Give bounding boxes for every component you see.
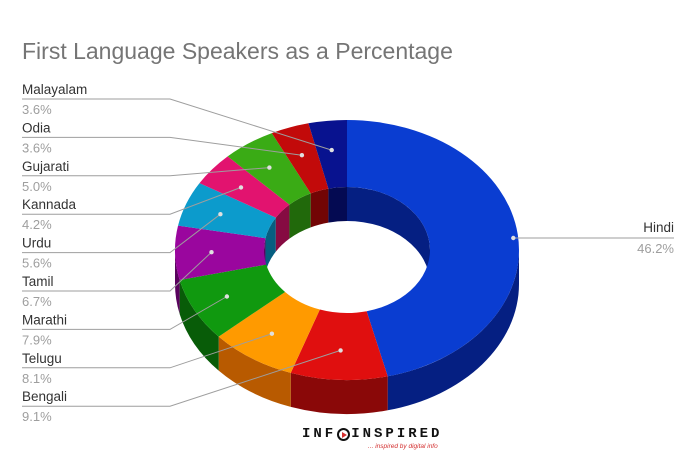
label-kannada: Kannada 4.2% [22,185,244,232]
label-odia: Odia 3.6% [22,120,305,158]
play-icon [337,427,351,441]
label-name-gujarati: Gujarati [22,159,69,174]
label-value-odia: 3.6% [22,140,52,155]
donut-top [175,120,519,380]
label-name-malayalam: Malayalam [22,82,87,97]
slice-inner-malayalam [328,187,347,223]
slice-urdu [178,183,276,239]
leader-dot-gujarati [267,165,272,170]
slice-side-tamil [175,250,180,314]
leader-dot-tamil [209,250,214,255]
label-name-kannada: Kannada [22,197,77,212]
label-telugu: Telugu 8.1% [22,331,275,386]
leader-line-tamil [22,251,212,292]
label-value-malayalam: 3.6% [22,102,52,117]
slice-side-bengali [290,372,388,414]
label-name-urdu: Urdu [22,236,51,251]
label-name-telugu: Telugu [22,351,62,366]
slice-malayalam [308,120,347,189]
label-tamil: Tamil 6.7% [22,250,214,309]
brand-name-right: INSPIRED [351,426,443,442]
leader-line-urdu [22,213,221,254]
slice-labels: Malayalam3.6%Odia3.6%Gujarati5.0%Kannada… [22,82,674,424]
slice-inner-odia [310,188,329,228]
slice-bengali [290,309,388,380]
slice-side-hindi [387,250,519,411]
brand-name: INF INSPIRED [302,426,462,442]
leader-line-telugu [22,333,273,369]
label-name-bengali: Bengali [22,389,67,404]
leader-dot-marathi [224,294,230,299]
leader-line-malayalam [22,98,332,151]
slice-tamil [175,225,267,280]
label-name-tamil: Tamil [22,274,54,289]
leader-dot-malayalam [329,147,334,153]
label-gujarati: Gujarati 5.0% [22,159,272,194]
label-value-gujarati: 5.0% [22,179,52,194]
label-marathi: Marathi 7.9% [22,294,230,347]
leader-dot-kannada [238,185,244,190]
slice-telugu [218,291,320,373]
leader-line-bengali [22,349,341,407]
label-name-odia: Odia [22,120,51,135]
slice-inner-urdu [265,217,276,273]
label-value-kannada: 4.2% [22,217,52,232]
brand-logo: INF INSPIRED ... inspired by digital info [302,426,462,456]
label-bengali: Bengali 9.1% [22,348,343,424]
slice-side-telugu [218,336,291,407]
slice-hindi [347,120,519,377]
leader-dot-hindi [511,235,516,241]
slice-inner-kannada [275,204,290,252]
label-value-telugu: 8.1% [22,371,52,386]
label-name-hindi: Hindi [643,220,674,235]
slice-marathi [179,264,286,337]
slice-inner-hindi [347,187,430,284]
label-hindi: Hindi 46.2% [511,220,674,256]
leader-dot-telugu [269,331,275,336]
donut-sides [175,187,519,414]
leader-dot-odia [299,153,305,158]
leader-line-gujarati [22,167,270,177]
slice-side-marathi [179,279,219,371]
leader-line-kannada [22,186,242,215]
label-malayalam: Malayalam 3.6% [22,82,334,153]
label-value-marathi: 7.9% [22,332,52,347]
leader-dot-urdu [218,212,223,217]
label-urdu: Urdu 5.6% [22,212,223,271]
leader-line-marathi [22,296,228,330]
brand-name-left: INF [302,426,337,442]
label-name-marathi: Marathi [22,312,67,327]
label-value-bengali: 9.1% [22,409,52,424]
slice-odia [271,123,329,194]
brand-tagline: ... inspired by digital info [368,443,438,450]
slice-inner-gujarati [289,193,311,239]
leader-dot-bengali [338,348,343,353]
chart-title: First Language Speakers as a Percentage [22,38,453,64]
label-value-tamil: 6.7% [22,294,52,309]
leader-line-odia [22,136,302,156]
label-value-hindi: 46.2% [637,241,674,256]
label-value-urdu: 5.6% [22,256,52,271]
